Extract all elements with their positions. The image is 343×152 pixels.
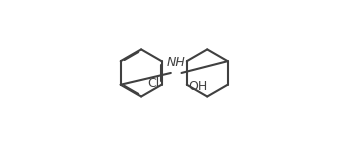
Text: Cl: Cl — [147, 78, 159, 90]
Text: NH: NH — [166, 56, 185, 69]
Text: OH: OH — [189, 80, 208, 93]
